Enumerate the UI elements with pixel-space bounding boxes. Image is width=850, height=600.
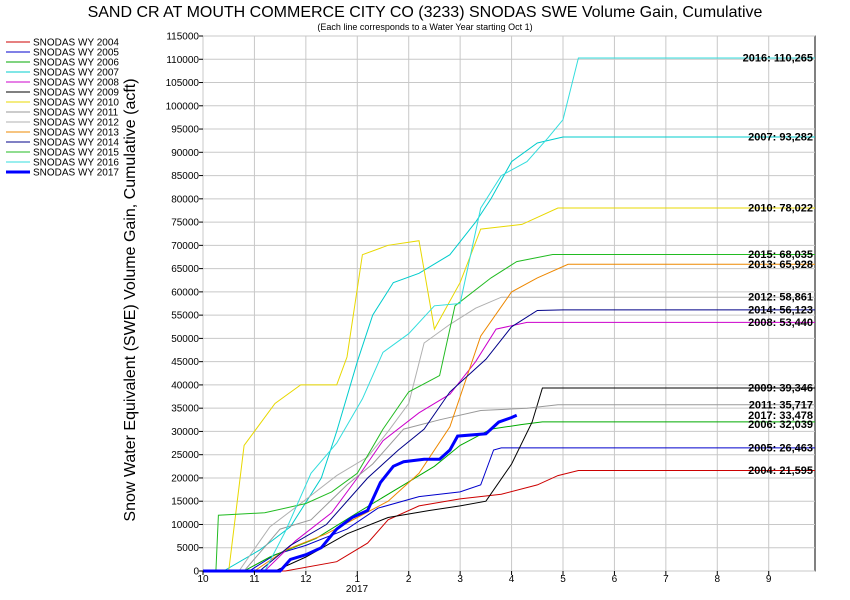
series-line-snodas-wy-2010	[203, 207, 815, 572]
series-final-label: 2015: 68,035	[748, 249, 813, 261]
y-axis: 0 5000 10000 15000 20000 25000 30000 35000 40000…	[166, 32, 203, 578]
series-line-snodas-wy-2012	[203, 296, 815, 572]
y-tick-label: 105000	[166, 78, 200, 89]
legend-entry: SNODAS WY 2014	[33, 138, 119, 149]
y-tick-label: 20000	[171, 473, 199, 484]
series-final-label: 2011: 35,717	[749, 399, 813, 411]
y-tick-label: 50000	[171, 334, 199, 345]
legend-entry: SNODAS WY 2011	[33, 108, 119, 119]
y-tick-label: 15000	[171, 497, 199, 508]
series-line-snodas-wy-2011	[203, 404, 815, 572]
legend-entry: SNODAS WY 2008	[33, 78, 119, 89]
x-axis-year-label: 2017	[346, 584, 369, 595]
x-tick-label: 11	[249, 574, 260, 585]
x-tick-label: 6	[612, 574, 618, 585]
series-line-snodas-wy-2014	[203, 309, 815, 572]
y-tick-label: 55000	[171, 311, 199, 322]
legend-entry: SNODAS WY 2006	[33, 58, 119, 69]
x-tick-label: 7	[663, 574, 669, 585]
y-tick-label: 10000	[171, 520, 199, 531]
y-tick-label: 25000	[171, 450, 199, 461]
y-tick-label: 45000	[171, 357, 199, 368]
series-line-snodas-wy-2015	[203, 254, 815, 572]
x-tick-label: 12	[300, 574, 312, 585]
x-tick-label: 3	[457, 574, 463, 585]
x-tick-label: 8	[715, 574, 721, 585]
series-line-snodas-wy-2007	[203, 136, 815, 572]
series-line-snodas-wy-2004	[203, 470, 815, 572]
legend-entry: SNODAS WY 2017	[33, 168, 119, 179]
y-tick-label: 75000	[171, 218, 199, 229]
x-tick-label: 4	[509, 574, 515, 585]
series-final-label: 2008: 53,440	[748, 317, 813, 329]
y-tick-label: 0	[193, 567, 199, 578]
series-line-snodas-wy-2016	[203, 57, 815, 572]
legend-entry: SNODAS WY 2013	[33, 128, 119, 139]
y-tick-label: 35000	[171, 404, 199, 415]
y-tick-label: 65000	[171, 264, 199, 275]
legend-entry: SNODAS WY 2005	[33, 48, 119, 59]
legend-entry: SNODAS WY 2007	[33, 68, 119, 79]
series-final-label: 2017: 33,478	[748, 410, 813, 422]
series-layer	[203, 57, 815, 573]
series-line-snodas-wy-2005	[203, 447, 815, 572]
legend-entry: SNODAS WY 2004	[33, 38, 119, 49]
y-tick-label: 85000	[171, 171, 199, 182]
x-axis: 10 11 12 1 2 3 4 5 6 7 8 9	[197, 571, 772, 585]
y-tick-label: 40000	[171, 380, 199, 391]
series-final-label: 2014: 56,123	[748, 304, 813, 316]
plot-area	[202, 35, 816, 572]
y-tick-label: 95000	[171, 125, 199, 136]
series-final-label: 2007: 93,282	[748, 132, 813, 144]
y-tick-label: 100000	[166, 101, 200, 112]
series-final-label: 2004: 21,595	[748, 465, 813, 477]
legend-entry: SNODAS WY 2012	[33, 118, 119, 129]
y-tick-label: 80000	[171, 194, 199, 205]
series-final-label: 2006: 32,039	[748, 419, 813, 431]
series-line-snodas-wy-2009	[203, 387, 815, 572]
series-line-snodas-wy-2017	[203, 413, 518, 573]
y-tick-label: 90000	[171, 148, 199, 159]
y-axis-label: Snow Water Equivalent (SWE) Volume Gain,…	[122, 78, 139, 521]
chart-title: SAND CR AT MOUTH COMMERCE CITY CO (3233)…	[88, 4, 763, 21]
y-tick-label: 30000	[171, 427, 199, 438]
y-tick-label: 5000	[177, 543, 200, 554]
x-tick-label: 2	[406, 574, 412, 585]
final-value-labels: 2016: 110,265 2007: 93,282 2010: 78,022 201…	[743, 53, 813, 478]
series-final-label: 2013: 65,928	[748, 259, 813, 271]
legend-entry: SNODAS WY 2010	[33, 98, 119, 109]
series-line-snodas-wy-2006	[203, 421, 815, 572]
x-tick-label: 10	[197, 574, 209, 585]
chart-subtitle: (Each line corresponds to a Water Year s…	[317, 22, 532, 32]
series-final-label: 2009: 39,346	[748, 382, 813, 394]
x-tick-label: 1	[355, 574, 361, 585]
legend-entry: SNODAS WY 2015	[33, 148, 119, 159]
y-tick-label: 60000	[171, 287, 199, 298]
legend-entry: SNODAS WY 2016	[33, 158, 119, 169]
series-final-label: 2012: 58,861	[748, 292, 813, 304]
y-tick-label: 110000	[166, 55, 199, 66]
series-final-label: 2010: 78,022	[748, 203, 813, 215]
legend-entry: SNODAS WY 2009	[33, 88, 119, 99]
series-final-label: 2005: 26,463	[748, 442, 813, 454]
y-tick-label: 115000	[166, 32, 199, 43]
y-tick-label: 70000	[171, 241, 199, 252]
x-tick-label: 9	[766, 574, 772, 585]
x-tick-label: 5	[560, 574, 566, 585]
series-final-label: 2016: 110,265	[743, 53, 813, 65]
